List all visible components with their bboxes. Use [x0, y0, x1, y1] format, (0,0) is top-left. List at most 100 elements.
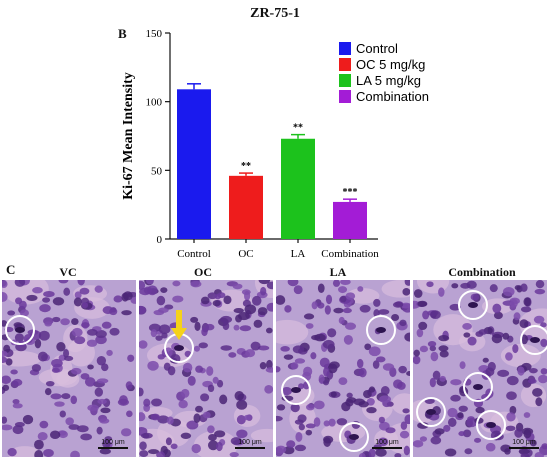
mitotic-cell: [473, 384, 483, 390]
cell-nucleus: [81, 302, 89, 309]
cell-nucleus: [327, 328, 337, 338]
histology-image-oc: 100 μm: [139, 280, 273, 457]
stroma-patch: [276, 319, 309, 345]
cell-nucleus: [342, 307, 352, 314]
cell-nucleus: [338, 377, 348, 385]
stroma-patch: [500, 343, 541, 368]
cell-nucleus: [187, 375, 196, 386]
cell-nucleus: [290, 362, 299, 370]
cell-nucleus: [42, 297, 51, 303]
cell-nucleus: [77, 280, 85, 286]
cell-nucleus: [139, 305, 146, 314]
cell-nucleus: [265, 367, 273, 373]
cell-nucleus: [12, 425, 24, 435]
cell-nucleus: [429, 377, 436, 388]
cell-nucleus: [532, 388, 543, 397]
cell-nucleus: [61, 393, 71, 400]
highlight-circle: [476, 410, 506, 440]
cell-nucleus: [506, 391, 517, 400]
cell-nucleus: [462, 429, 472, 438]
cell-nucleus: [339, 295, 347, 303]
cell-nucleus: [330, 391, 337, 398]
mitotic-cell: [349, 434, 359, 440]
cell-nucleus: [485, 442, 496, 452]
cell-nucleus: [113, 295, 123, 303]
cell-nucleus: [368, 448, 376, 457]
cell-nucleus: [394, 453, 402, 457]
cell-nucleus: [303, 366, 313, 377]
cell-nucleus: [239, 325, 252, 332]
cell-nucleus: [294, 444, 307, 452]
cell-nucleus: [220, 315, 233, 324]
figure-title: ZR-75-1: [250, 6, 300, 21]
cell-nucleus: [322, 339, 335, 349]
mitotic-cell: [174, 345, 184, 351]
cell-nucleus: [200, 296, 210, 305]
cell-nucleus: [298, 423, 305, 431]
cell-nucleus: [156, 295, 166, 306]
cell-nucleus: [80, 433, 92, 441]
cell-nucleus: [413, 355, 421, 365]
cell-nucleus: [520, 334, 529, 345]
cell-nucleus: [378, 416, 386, 424]
cell-nucleus: [2, 280, 8, 289]
cell-nucleus: [87, 364, 94, 370]
cell-nucleus: [377, 437, 389, 447]
cell-nucleus: [126, 410, 133, 418]
cell-nucleus: [505, 352, 513, 361]
cell-nucleus: [51, 367, 60, 373]
cell-nucleus: [280, 346, 290, 352]
cell-nucleus: [417, 422, 429, 429]
legend-swatch: [339, 58, 351, 71]
cell-nucleus: [172, 280, 181, 287]
cell-nucleus: [201, 327, 208, 337]
cell-nucleus: [356, 358, 364, 369]
cell-nucleus: [538, 374, 547, 384]
cell-nucleus: [506, 375, 519, 386]
cell-nucleus: [37, 351, 48, 362]
highlight-circle: [416, 397, 446, 427]
cell-nucleus: [323, 366, 330, 377]
cell-nucleus: [318, 374, 325, 385]
cell-nucleus: [430, 436, 442, 445]
cell-nucleus: [447, 417, 457, 427]
cell-nucleus: [332, 280, 341, 287]
cell-nucleus: [426, 281, 434, 288]
bar-combination: [333, 201, 367, 239]
scale-bar-label: 100 μm: [512, 439, 536, 446]
cell-nucleus: [97, 398, 107, 405]
cell-nucleus: [447, 407, 458, 418]
cell-nucleus: [193, 345, 200, 352]
cell-nucleus: [402, 408, 410, 414]
cell-nucleus: [492, 303, 502, 314]
cell-nucleus: [148, 323, 161, 332]
cell-nucleus: [151, 398, 163, 407]
cell-nucleus: [139, 387, 144, 397]
stroma-patch: [8, 446, 42, 457]
cell-nucleus: [517, 366, 525, 376]
cell-nucleus: [265, 327, 273, 334]
cell-nucleus: [43, 290, 55, 298]
cell-nucleus: [96, 356, 107, 366]
cell-nucleus: [518, 448, 530, 455]
cell-nucleus: [258, 280, 271, 285]
cell-nucleus: [2, 384, 10, 391]
significance-marker: **: [293, 123, 303, 134]
cell-nucleus: [52, 297, 65, 306]
cell-nucleus: [399, 430, 410, 439]
cell-nucleus: [2, 424, 13, 431]
cell-nucleus: [527, 378, 537, 384]
cell-nucleus: [12, 403, 23, 409]
cell-nucleus: [373, 298, 381, 307]
cell-nucleus: [317, 283, 325, 294]
cell-nucleus: [206, 366, 214, 376]
cell-nucleus: [403, 445, 410, 456]
highlight-circle: [366, 315, 396, 345]
cell-nucleus: [514, 285, 521, 291]
cell-nucleus: [385, 427, 396, 434]
x-tick-label: Control: [177, 248, 211, 260]
cell-nucleus: [207, 440, 219, 451]
cell-nucleus: [462, 322, 472, 330]
cell-nucleus: [191, 443, 201, 454]
cell-nucleus: [505, 425, 516, 432]
